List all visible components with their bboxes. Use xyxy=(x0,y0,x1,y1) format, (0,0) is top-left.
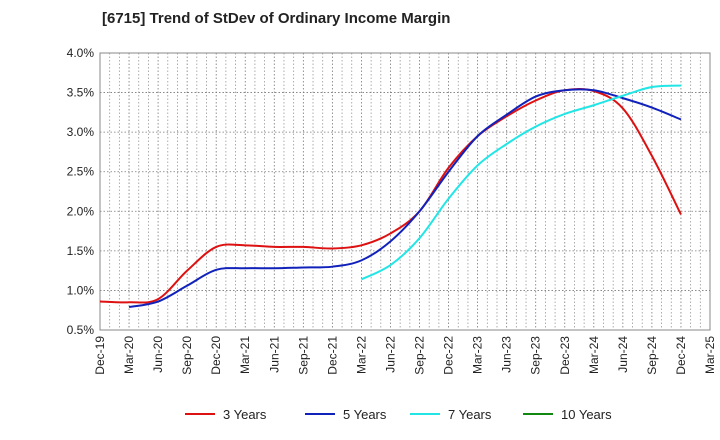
x-tick-label: Sep-21 xyxy=(296,336,310,375)
x-tick-label: Mar-25 xyxy=(703,336,717,374)
grid xyxy=(100,53,710,330)
series-lines xyxy=(99,84,682,309)
x-tick-label: Jun-21 xyxy=(267,336,281,373)
x-tick-label: Jun-24 xyxy=(616,336,630,373)
y-tick-label: 0.5% xyxy=(67,323,95,337)
x-tick-label: Sep-24 xyxy=(645,336,659,375)
x-tick-label: Dec-21 xyxy=(325,336,339,375)
x-tick-label: Sep-20 xyxy=(180,336,194,375)
x-tick-label: Sep-22 xyxy=(413,336,427,375)
legend: 3 Years 5 Years 7 Years 10 Years xyxy=(185,407,612,422)
x-tick-label: Mar-22 xyxy=(354,336,368,374)
legend-label: 5 Years xyxy=(343,407,387,422)
y-tick-label: 1.0% xyxy=(67,283,95,297)
plot-area-border xyxy=(99,52,711,331)
legend-label: 10 Years xyxy=(561,407,612,422)
x-tick-label: Dec-22 xyxy=(442,336,456,375)
x-tick-label: Dec-19 xyxy=(93,336,107,375)
chart-title: [6715] Trend of StDev of Ordinary Income… xyxy=(102,10,451,27)
legend-label: 7 Years xyxy=(448,407,492,422)
y-tick-label: 4.0% xyxy=(67,46,95,60)
series-line-7-years xyxy=(360,84,682,281)
x-tick-label: Dec-24 xyxy=(674,336,688,375)
axes xyxy=(99,52,711,331)
x-tick-labels: Dec-19 Mar-20 Jun-20 Sep-20 Dec-20 Mar-21 Jun-… xyxy=(93,336,717,375)
x-tick-label: Jun-20 xyxy=(151,336,165,373)
x-tick-label: Mar-23 xyxy=(471,336,485,374)
y-tick-label: 2.0% xyxy=(67,204,95,218)
y-tick-label: 3.5% xyxy=(67,86,95,100)
x-tick-label: Jun-22 xyxy=(383,336,397,373)
x-tick-label: Mar-21 xyxy=(238,336,252,374)
x-tick-label: Dec-20 xyxy=(209,336,223,375)
y-tick-label: 3.0% xyxy=(67,125,95,139)
x-tick-label: Dec-23 xyxy=(558,336,572,375)
y-tick-label: 2.5% xyxy=(67,165,95,179)
x-tick-label: Mar-20 xyxy=(122,336,136,374)
x-tick-label: Mar-24 xyxy=(587,336,601,374)
series-line-5-years xyxy=(128,88,682,309)
y-tick-labels: 0.5% 1.0% 1.5% 2.0% 2.5% 3.0% 3.5% 4.0% xyxy=(67,46,95,337)
x-tick-label: Jun-23 xyxy=(500,336,514,373)
x-tick-label: Sep-23 xyxy=(529,336,543,375)
y-tick-label: 1.5% xyxy=(67,244,95,258)
legend-label: 3 Years xyxy=(223,407,267,422)
